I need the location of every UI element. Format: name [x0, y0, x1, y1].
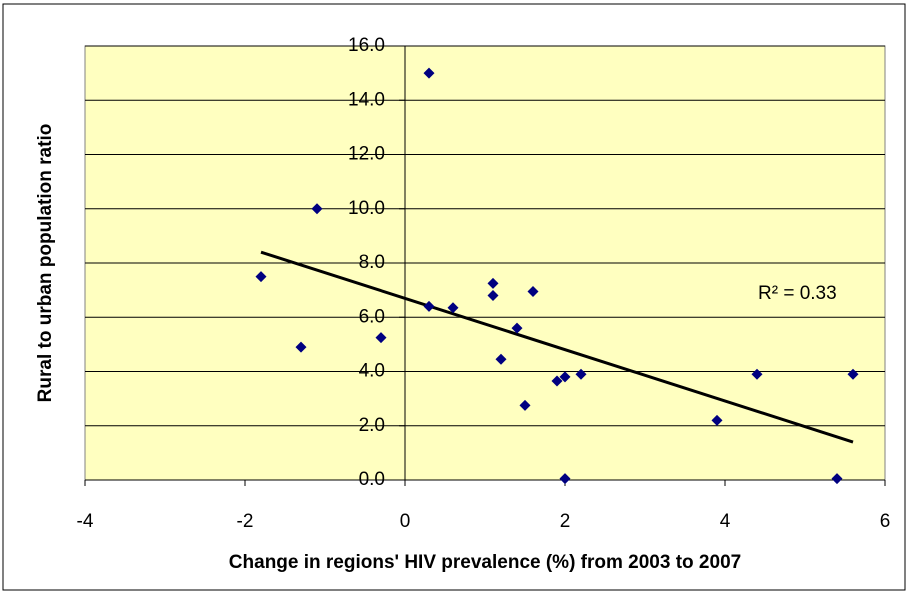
data-point: [511, 322, 523, 334]
data-point: [559, 371, 571, 383]
y-tick-label: 6.0: [359, 306, 385, 327]
data-point: [423, 300, 435, 312]
data-point: [487, 277, 499, 289]
data-point: [551, 375, 563, 387]
y-tick-label: 2.0: [359, 415, 385, 436]
data-point: [751, 368, 763, 380]
data-point: [295, 341, 307, 353]
data-point: [375, 332, 387, 344]
data-point: [527, 285, 539, 297]
x-axis-title: Change in regions' HIV prevalence (%) fr…: [229, 552, 741, 573]
data-point: [831, 473, 843, 485]
x-tick-label: 0: [400, 511, 411, 532]
x-tick-label: -2: [237, 511, 254, 532]
annotation: R² = 0.33: [758, 283, 837, 304]
trendline: [260, 250, 854, 444]
data-point: [487, 290, 499, 302]
data-point: [519, 399, 531, 411]
data-point: [711, 414, 723, 426]
y-tick-label: 12.0: [348, 144, 385, 165]
data-point: [847, 368, 859, 380]
y-axis-title: Rural to urban population ratio: [35, 124, 56, 403]
x-tick-label: 6: [880, 511, 891, 532]
y-tick-label: 4.0: [359, 361, 385, 382]
data-point: [575, 368, 587, 380]
x-tick-label: 2: [560, 511, 571, 532]
data-point: [311, 203, 323, 215]
data-point: [423, 67, 435, 79]
y-tick-label: 10.0: [348, 198, 385, 219]
data-point: [495, 353, 507, 365]
x-tick-label: 4: [720, 511, 731, 532]
y-tick-label: 14.0: [348, 89, 385, 110]
x-tick-label: -4: [77, 511, 94, 532]
y-tick-label: 8.0: [359, 252, 385, 273]
data-point: [559, 473, 571, 485]
y-tick-label: 16.0: [348, 35, 385, 56]
data-point: [447, 302, 459, 314]
data-point: [255, 271, 267, 283]
